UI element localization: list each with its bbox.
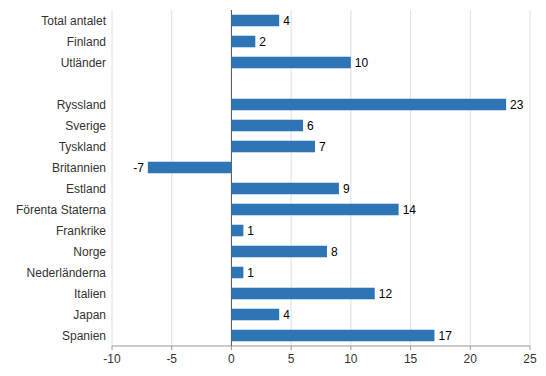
data-label: 7 [319,140,326,154]
data-label: 4 [283,14,290,28]
data-label: 14 [403,203,417,217]
tick-label: 10 [344,352,358,366]
data-label: 6 [307,119,314,133]
tick-mark [231,346,232,350]
category-label: Italien [74,287,106,301]
data-label: 1 [247,224,254,238]
x-axis: -10 -5 0 5 10 15 20 25 [103,346,537,366]
bar [231,330,434,342]
y-axis: Spanien Japan Italien Nederländerna Norge Fra… [16,14,107,343]
tick-label: 15 [404,352,418,366]
category-label: Frankrike [56,224,106,238]
category-label: Japan [73,308,106,322]
tick-mark [350,346,351,350]
bar [231,183,338,195]
bar [231,288,374,300]
data-label: 9 [343,182,350,196]
bar [231,204,398,216]
tick-mark [291,346,292,350]
data-label: -7 [133,161,144,175]
category-label: Sverige [65,119,106,133]
bars [148,10,506,346]
category-label: Nederländerna [27,266,107,280]
category-label: Spanien [62,329,106,343]
tick-mark [112,346,113,350]
axis-line [112,346,530,347]
grid-line [470,10,471,346]
data-label: 10 [355,56,369,70]
bar [231,309,279,321]
bar [231,57,350,69]
tick-mark [171,346,172,350]
bar [148,162,232,174]
data-label: 23 [510,98,524,112]
grid-line [410,10,411,346]
tick-label: -10 [103,352,121,366]
chart: -10 -5 0 5 10 15 20 25 17 4 12 1 8 1 14 9 -7 76 23 10 2 4 Span… [0,0,546,376]
grid-line [171,10,172,346]
bar [231,246,327,258]
tick-label: 20 [464,352,478,366]
category-label: Norge [73,245,106,259]
bar [231,267,243,279]
category-label: Finland [67,35,106,49]
data-label: 2 [259,35,266,49]
data-label: 1 [247,266,254,280]
data-label: 8 [331,245,338,259]
data-label: 17 [438,329,452,343]
grid [112,10,530,346]
tick-label: -5 [166,352,177,366]
tick-mark [470,346,471,350]
tick-label: 0 [228,352,235,366]
tick-mark [410,346,411,350]
category-label: Total antalet [41,14,106,28]
tick-label: 25 [523,352,537,366]
category-label: Utländer [61,56,106,70]
category-label: Tyskland [59,140,106,154]
data-label: 4 [283,308,290,322]
bar [231,225,243,237]
category-label: Förenta Staterna [16,203,106,217]
tick-label: 5 [288,352,295,366]
bar [231,15,279,27]
bar [231,120,303,132]
category-label: Ryssland [57,98,106,112]
chart-container: -10 -5 0 5 10 15 20 25 17 4 12 1 8 1 14 9 -7 76 23 10 2 4 Span… [0,0,546,376]
category-label: Estland [66,182,106,196]
data-labels: 17 4 12 1 8 1 14 9 -7 76 23 10 2 4 [133,14,524,343]
bar [231,99,506,111]
tick-mark [530,346,531,350]
data-label: 12 [379,287,393,301]
category-label: Britannien [52,161,106,175]
grid-line [530,10,531,346]
bar [231,36,255,48]
grid-line [112,10,113,346]
bar [231,141,315,153]
